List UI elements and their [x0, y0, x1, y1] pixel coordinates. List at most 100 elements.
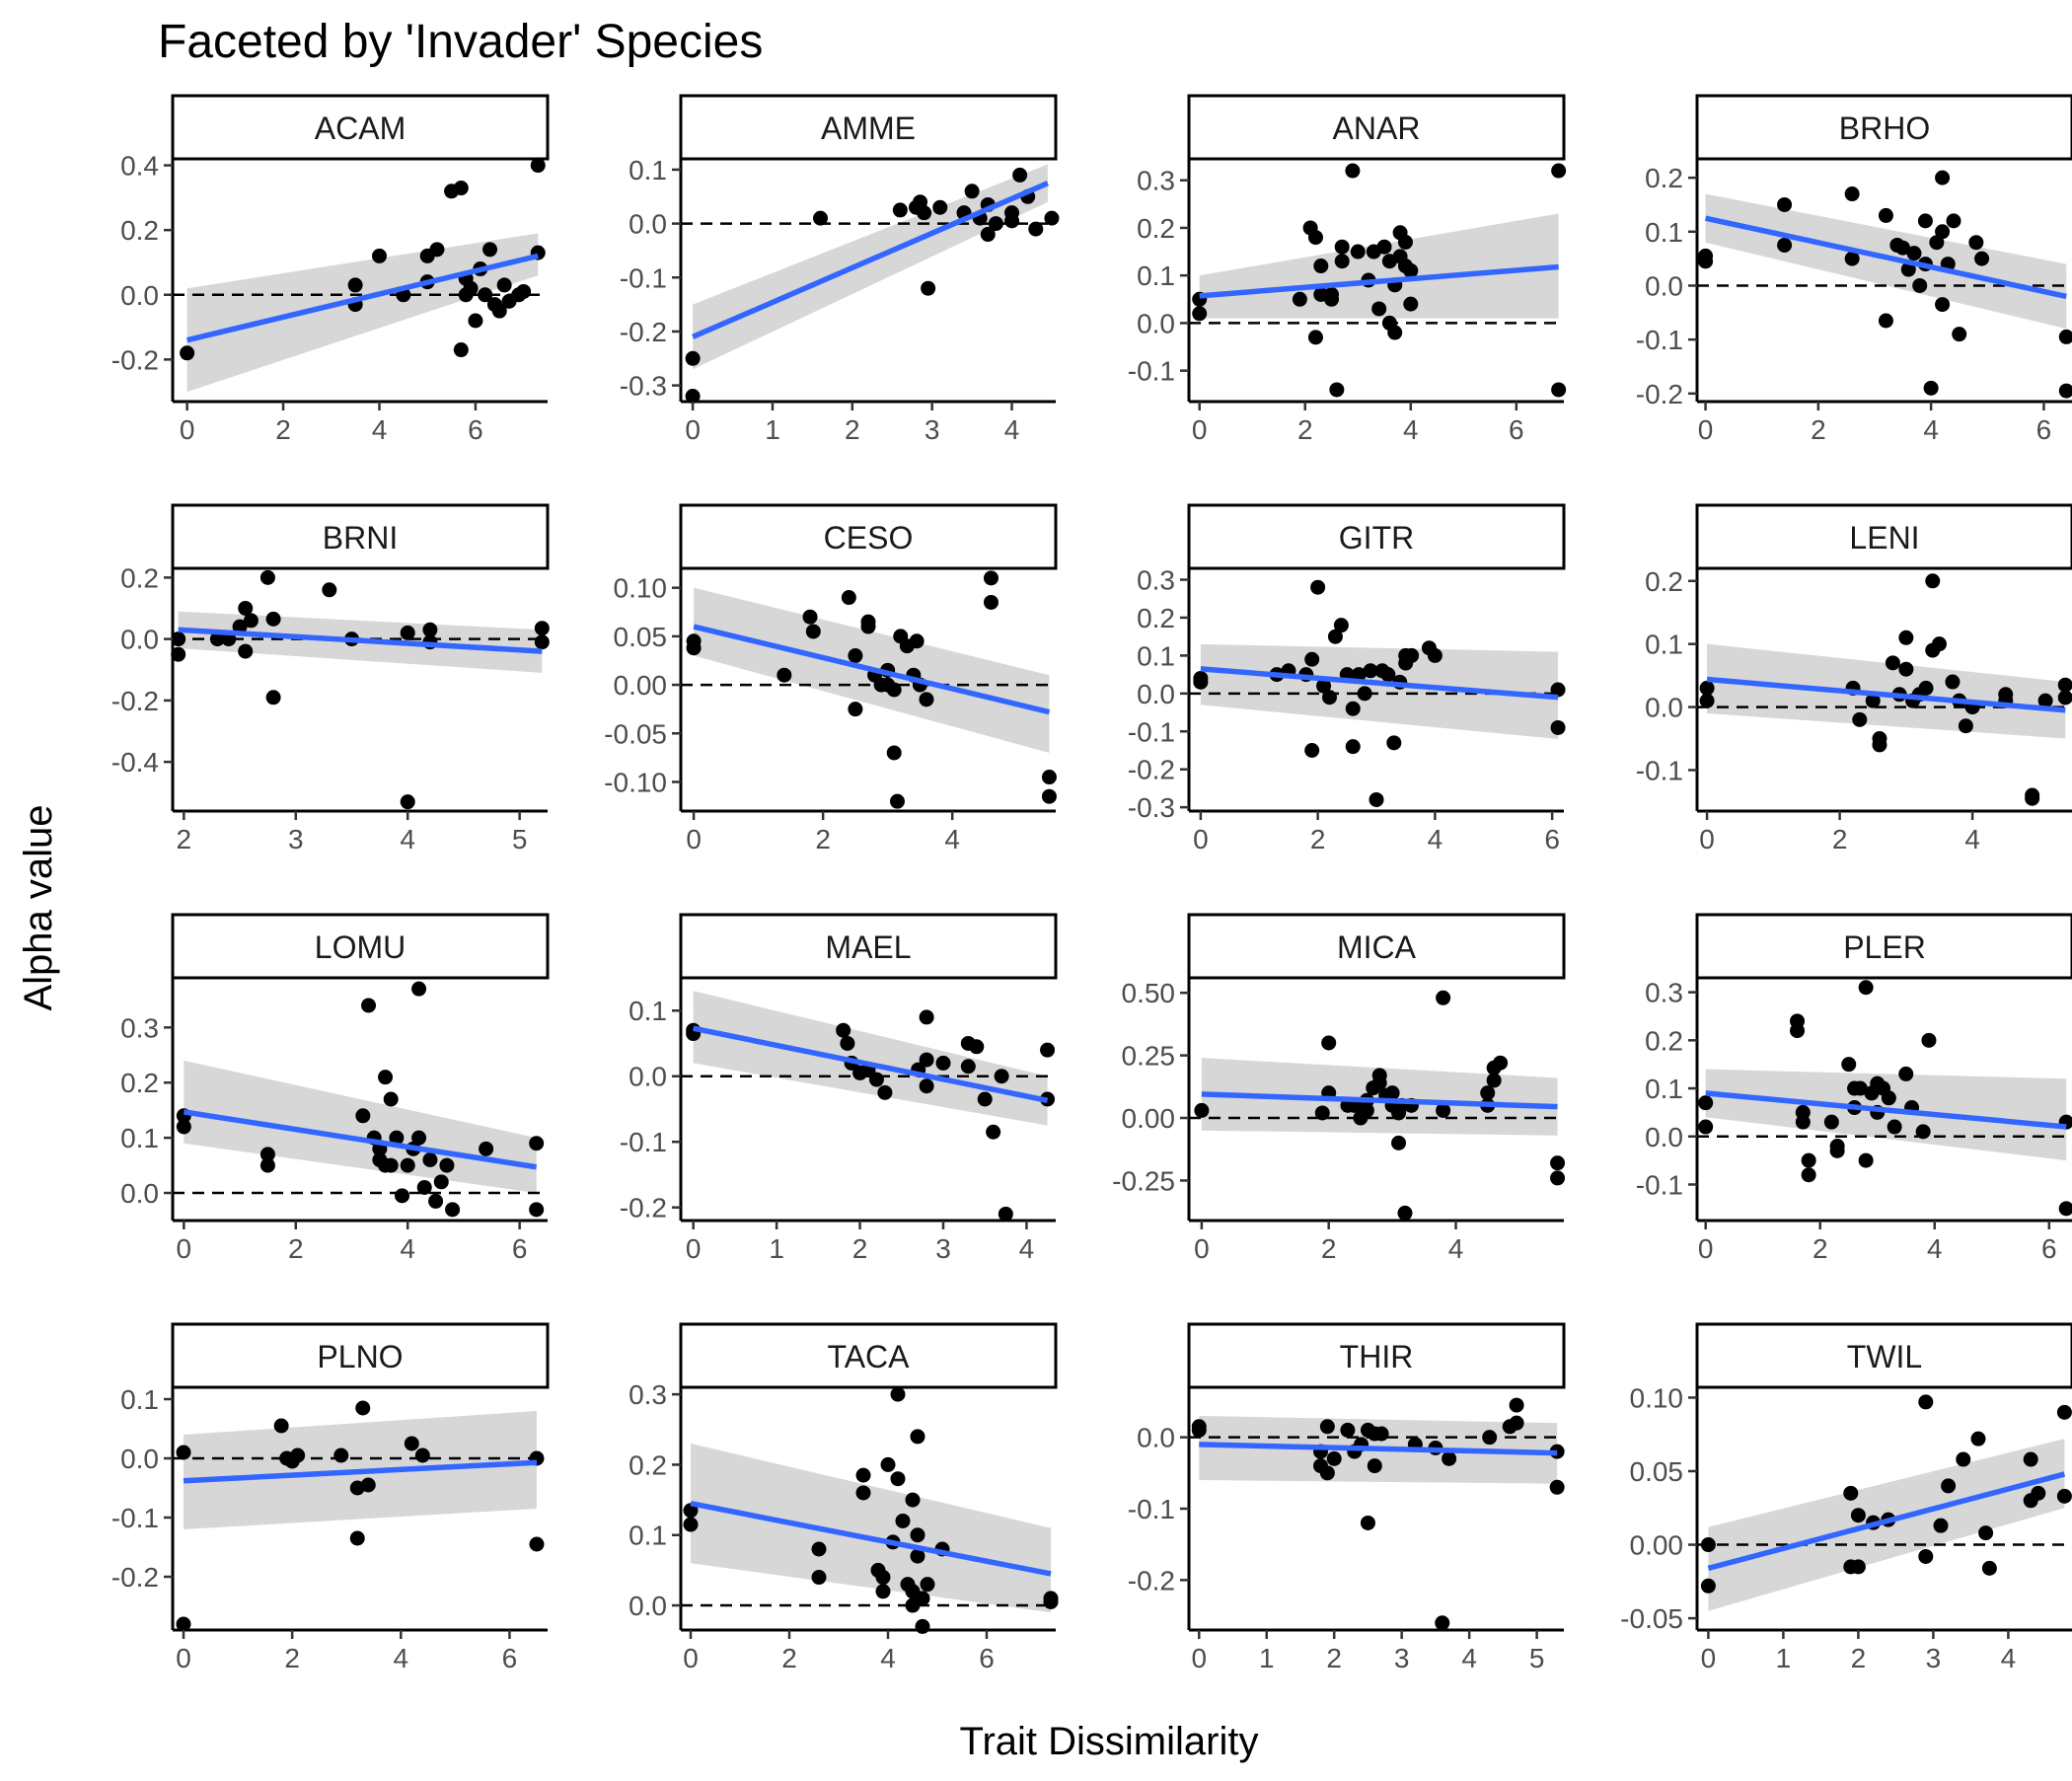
data-point — [890, 1471, 906, 1487]
data-point — [910, 1527, 925, 1543]
data-point — [1304, 743, 1320, 758]
data-point — [1314, 1105, 1330, 1121]
x-tick-label: 4 — [1403, 414, 1419, 445]
data-point — [479, 1141, 494, 1156]
facet-panel-thir: THIR 0 1 2 3 4 5 -0.2 -0.1 0.0 — [1128, 1322, 1566, 1673]
data-point — [1918, 680, 1934, 696]
data-point — [259, 1147, 275, 1162]
data-point — [422, 1152, 438, 1167]
data-point — [290, 1447, 306, 1463]
data-point — [1921, 1032, 1937, 1048]
data-point — [920, 1577, 935, 1593]
y-tick-label: 0.05 — [614, 622, 668, 652]
data-point — [890, 1386, 906, 1402]
data-point — [980, 227, 996, 243]
confidence-band — [1199, 213, 1559, 319]
data-point — [1981, 1560, 1997, 1576]
data-point — [1376, 239, 1392, 255]
y-tick-label: 0.0 — [1137, 1423, 1175, 1453]
data-point — [1028, 221, 1044, 237]
data-point — [1403, 296, 1419, 312]
data-point — [238, 600, 254, 616]
facet-panel-acam: ACAM 0 2 4 6 -0.2 0.0 0.2 0.4 — [111, 94, 550, 445]
data-point — [1850, 1508, 1866, 1523]
data-point — [1550, 682, 1566, 698]
data-point — [1384, 1085, 1400, 1101]
data-point — [1777, 237, 1793, 253]
data-point — [361, 998, 377, 1013]
facet-strip-label: TACA — [828, 1339, 911, 1374]
regression-line — [1199, 1442, 1558, 1456]
y-tick-label: 0.0 — [629, 1062, 667, 1092]
data-point — [1872, 737, 1887, 753]
data-point — [1333, 618, 1349, 633]
data-point — [1918, 1394, 1934, 1410]
y-tick-label: -0.2 — [620, 1193, 667, 1224]
data-point — [1043, 1591, 1059, 1606]
x-tick-label: 0 — [1699, 824, 1715, 854]
data-point — [777, 667, 792, 683]
data-point — [2031, 1485, 2046, 1501]
data-point — [1313, 259, 1329, 274]
y-tick-label: 0.1 — [629, 1521, 667, 1551]
data-point — [265, 690, 281, 705]
y-tick-label: 0.2 — [1645, 163, 1683, 193]
y-tick-label: 0.0 — [1645, 1122, 1683, 1152]
confidence-band — [693, 164, 1048, 370]
data-point — [1843, 1485, 1859, 1501]
y-tick-label: 0.1 — [1645, 1074, 1683, 1104]
data-point — [860, 619, 876, 634]
data-point — [1345, 739, 1361, 755]
data-point — [176, 1616, 191, 1632]
regression-line — [185, 253, 539, 343]
x-tick-label: 0 — [1701, 1643, 1717, 1673]
data-point — [371, 248, 387, 263]
y-tick-label: 0.2 — [120, 1068, 159, 1098]
y-tick-label: -0.05 — [604, 718, 667, 749]
data-point — [209, 631, 225, 647]
facet-panel-mael: MAEL 0 1 2 3 4 -0.2 -0.1 0.0 0.1 — [620, 913, 1058, 1264]
x-tick-label: 2 — [852, 1233, 868, 1264]
data-point — [915, 1618, 930, 1634]
data-point — [463, 280, 479, 296]
y-tick-label: 0.3 — [120, 1012, 159, 1043]
data-point — [1391, 1135, 1407, 1150]
data-point — [915, 1591, 930, 1606]
y-tick-label: -0.1 — [111, 1503, 159, 1533]
y-tick-label: -0.1 — [1128, 356, 1175, 387]
data-point — [886, 682, 902, 698]
data-point — [383, 1157, 399, 1173]
data-point — [2058, 383, 2072, 399]
y-tick-label: -0.4 — [111, 747, 159, 778]
data-point — [1823, 1114, 1839, 1130]
facet-panels: ACAM 0 2 4 6 -0.2 0.0 0.2 0.4 AMME 0 1 2 3 4 -0.3 -0.2 -0… — [111, 94, 2072, 1673]
y-tick-label: 0.2 — [120, 562, 159, 593]
data-point — [1012, 167, 1028, 183]
data-point — [1923, 380, 1939, 396]
y-tick-label: 0.0 — [629, 209, 667, 240]
chart-title: Faceted by 'Invader' Species — [158, 16, 763, 68]
data-point — [905, 1492, 921, 1508]
x-tick-label: 4 — [372, 414, 388, 445]
x-tick-label: 3 — [1926, 1643, 1942, 1673]
data-point — [355, 1400, 371, 1416]
y-tick-label: 0.10 — [1630, 1382, 1684, 1413]
x-tick-label: 6 — [502, 1643, 518, 1673]
data-point — [468, 313, 483, 329]
x-tick-label: 4 — [1428, 824, 1443, 854]
data-point — [400, 625, 415, 640]
data-point — [265, 611, 281, 627]
facet-strip-label: LENI — [1849, 520, 1919, 556]
data-point — [1935, 170, 1951, 186]
data-point — [960, 1059, 976, 1075]
x-tick-label: 1 — [1259, 1643, 1275, 1673]
data-point — [355, 1108, 371, 1124]
facet-panel-anar: ANAR 0 2 4 6 -0.1 0.0 0.1 0.2 0.3 — [1128, 94, 1567, 445]
y-tick-label: -0.2 — [111, 1562, 159, 1593]
facet-strip-label: ACAM — [315, 111, 406, 146]
data-point — [977, 1091, 993, 1107]
data-point — [2025, 790, 2040, 806]
data-point — [919, 1078, 934, 1094]
data-point — [1004, 213, 1020, 229]
data-point — [855, 1467, 871, 1483]
